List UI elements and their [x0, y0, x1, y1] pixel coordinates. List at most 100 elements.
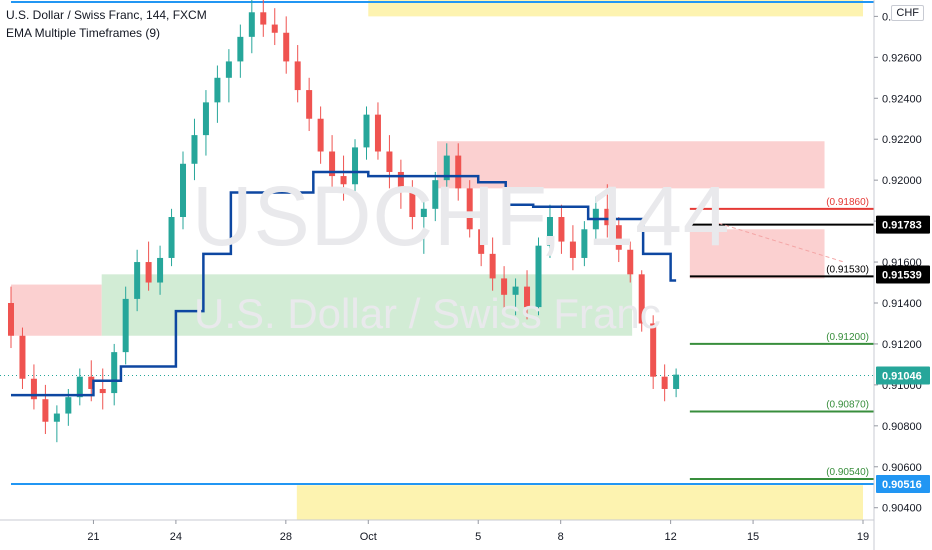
- price-tick-label: 0.92600: [882, 52, 922, 64]
- zone-red: [437, 141, 825, 189]
- zone-red: [689, 229, 825, 279]
- candle-body: [42, 399, 49, 422]
- time-tick-label: Oct: [360, 531, 377, 543]
- candle-body: [443, 155, 450, 181]
- candle-body: [214, 77, 221, 103]
- candle-body: [466, 188, 473, 230]
- candle-body: [535, 245, 542, 308]
- candle-body: [191, 135, 198, 164]
- price-label-badge: [876, 215, 930, 234]
- candle-body: [260, 12, 267, 25]
- candle-body: [202, 102, 209, 136]
- price-label-text: 0.91046: [882, 370, 922, 382]
- candles-layer: [7, 0, 680, 443]
- time-tick-label: 8: [558, 531, 564, 543]
- candle-body: [99, 388, 106, 394]
- zone-yellow: [368, 0, 864, 17]
- candle-body: [317, 118, 324, 152]
- zone-green: [101, 274, 633, 336]
- candle-body: [122, 298, 129, 353]
- price-tick-label: 0.92000: [882, 175, 922, 187]
- candle-body: [673, 374, 680, 389]
- candle-body: [283, 32, 290, 62]
- time-tick-label: 15: [747, 531, 759, 543]
- zones-layer: [10, 0, 864, 520]
- price-label-text: 0.91783: [882, 220, 922, 232]
- candle-body: [65, 397, 72, 414]
- candle-body: [501, 278, 508, 295]
- candle-body: [432, 180, 439, 209]
- price-label-badge: [876, 366, 930, 385]
- candle-body: [661, 376, 668, 389]
- candle-body: [604, 208, 611, 226]
- level-label: (0.90540): [826, 467, 869, 478]
- candle-body: [546, 217, 553, 246]
- candle-body: [88, 376, 95, 389]
- price-label-badge: [876, 474, 930, 493]
- candle-body: [19, 335, 26, 379]
- candle-body: [157, 257, 164, 283]
- price-label-text: 0.91539: [882, 270, 922, 282]
- candle-body: [478, 229, 485, 254]
- candle-body: [7, 302, 14, 336]
- candle-body: [225, 61, 232, 78]
- candle-body: [581, 229, 588, 258]
- candle-body: [558, 217, 565, 242]
- time-tick-label: 19: [857, 531, 869, 543]
- candle-body: [111, 352, 118, 394]
- candle-body: [180, 163, 187, 218]
- candle-body: [638, 274, 645, 324]
- time-tick-label: 21: [87, 531, 99, 543]
- candle-body: [248, 12, 255, 37]
- level-label: (0.90870): [826, 399, 869, 410]
- candle-body: [340, 176, 347, 185]
- candle-body: [420, 208, 427, 218]
- time-tick-label: 24: [170, 531, 182, 543]
- price-tick-label: 0.90400: [882, 503, 922, 515]
- candle-body: [455, 155, 462, 189]
- time-tick-label: 12: [664, 531, 676, 543]
- level-label: (0.91200): [826, 332, 869, 343]
- ema-layer: [10, 170, 677, 397]
- candle-body: [145, 262, 152, 283]
- candle-body: [650, 323, 657, 377]
- ema-line: [10, 170, 677, 397]
- price-label-badge: [876, 265, 930, 284]
- candle-body: [168, 217, 175, 258]
- price-tick-label: 0.90600: [882, 462, 922, 474]
- levels-layer: (0.91860) (0.91530) (0.91200) (0.90870) (0.9…: [0, 1, 874, 485]
- currency-button[interactable]: CHF: [891, 5, 924, 21]
- zone-red: [10, 284, 102, 336]
- candle-body: [374, 114, 381, 152]
- time-tick-label: 28: [280, 531, 292, 543]
- level-label: (0.91530): [826, 264, 869, 275]
- price-tick-label: 0.91200: [882, 339, 922, 351]
- price-tick-label: 0.92400: [882, 93, 922, 105]
- candle-body: [489, 253, 496, 279]
- time-tick-label: 5: [475, 531, 481, 543]
- candle-body: [397, 171, 404, 193]
- candle-body: [569, 241, 576, 258]
- candle-body: [615, 225, 622, 250]
- level-label: (0.91860): [826, 197, 869, 208]
- chart-legend: U.S. Dollar / Swiss Franc, 144, FXCM EMA…: [6, 6, 207, 42]
- candle-body: [30, 378, 37, 400]
- price-tick-label: 0.90800: [882, 421, 922, 433]
- price-label-text: 0.90516: [882, 479, 922, 491]
- price-tick-label: 0.91400: [882, 298, 922, 310]
- candle-body: [524, 286, 531, 308]
- candle-body: [271, 24, 278, 33]
- candle-body: [134, 262, 141, 299]
- zone-yellow: [296, 485, 864, 520]
- candle-body: [386, 151, 393, 172]
- trend-line: [711, 220, 845, 263]
- candle-body: [363, 114, 370, 148]
- legend-title[interactable]: U.S. Dollar / Swiss Franc, 144, FXCM: [6, 8, 207, 22]
- candle-body: [237, 36, 244, 62]
- candle-body: [306, 90, 313, 119]
- candle-body: [329, 151, 336, 177]
- legend-indicator[interactable]: EMA Multiple Timeframes (9): [6, 26, 161, 40]
- candle-body: [76, 376, 83, 398]
